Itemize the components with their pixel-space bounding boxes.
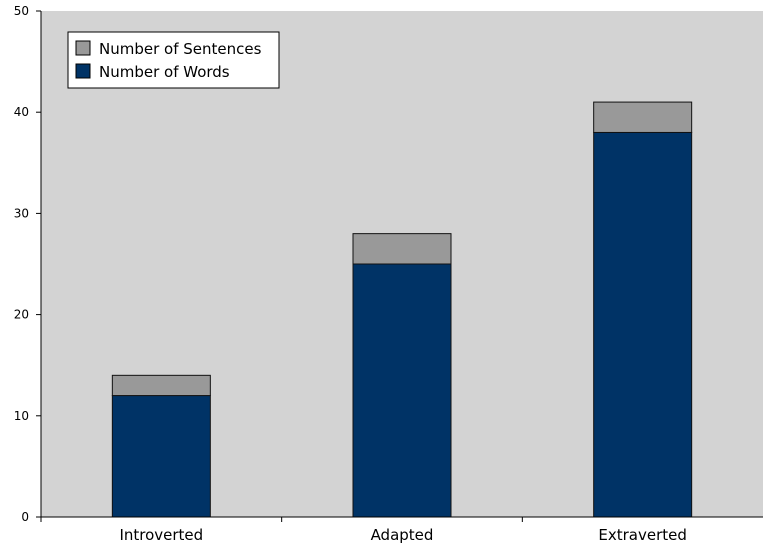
bar-introverted-number-of-sentences bbox=[111, 374, 211, 397]
legend-swatch-words bbox=[75, 63, 91, 79]
bar-introverted-number-of-words bbox=[111, 395, 211, 518]
y-tick-label: 0 bbox=[21, 510, 29, 524]
x-tick-label-extraverted: Extraverted bbox=[598, 526, 687, 543]
y-tick-label: 20 bbox=[14, 308, 29, 322]
bar-extraverted-number-of-words bbox=[593, 131, 693, 518]
bar-adapted-number-of-words bbox=[352, 263, 452, 518]
y-tick-label: 30 bbox=[14, 206, 29, 220]
legend-label-words: Number of Words bbox=[99, 63, 230, 81]
y-tick-label: 40 bbox=[14, 105, 29, 119]
legend-label-sentences: Number of Sentences bbox=[99, 40, 262, 58]
x-tick-label-introverted: Introverted bbox=[119, 526, 203, 543]
x-tick-label-adapted: Adapted bbox=[371, 526, 434, 543]
legend-swatch-sentences bbox=[75, 40, 91, 56]
y-tick-label: 10 bbox=[14, 409, 29, 423]
legend-box bbox=[67, 31, 280, 89]
bar-extraverted-number-of-sentences bbox=[593, 101, 693, 133]
bar-adapted-number-of-sentences bbox=[352, 233, 452, 265]
y-tick-label: 50 bbox=[14, 4, 29, 18]
legend: Number of Sentences Number of Words bbox=[67, 31, 280, 89]
axes-group: 0 10 20 30 40 50 Introverted Adapted Extraverted bbox=[14, 4, 763, 543]
bars-group bbox=[111, 101, 693, 518]
